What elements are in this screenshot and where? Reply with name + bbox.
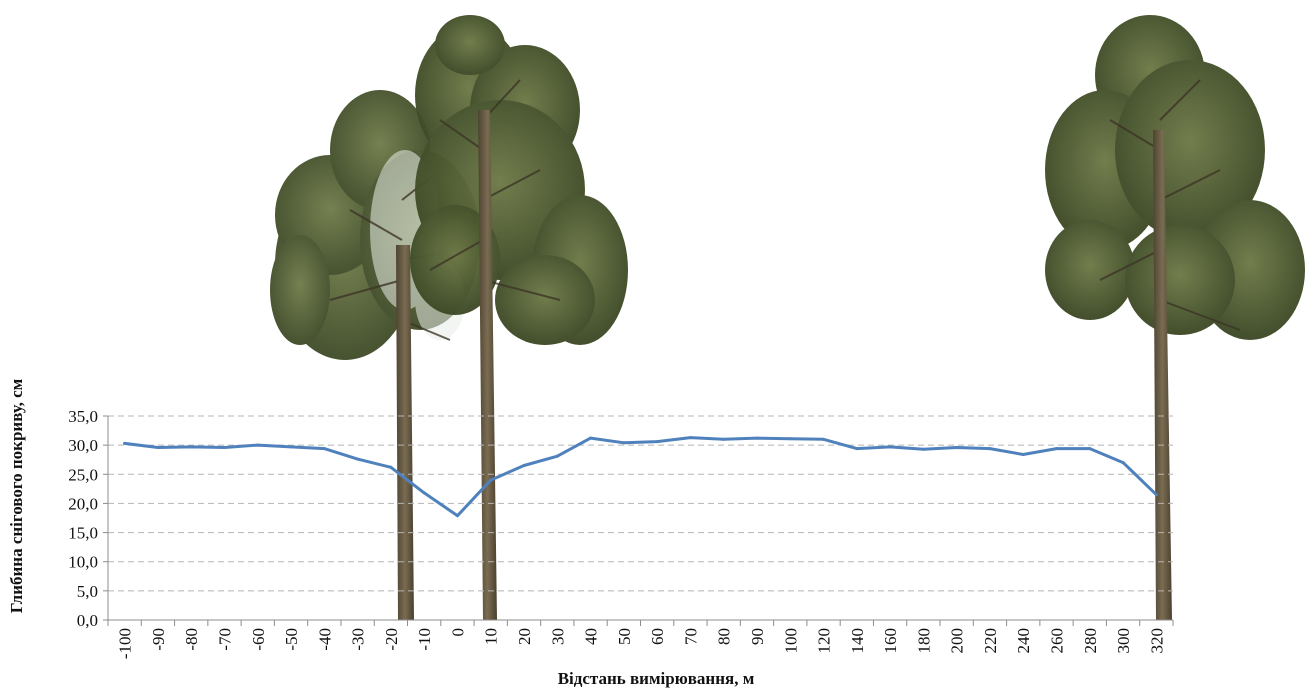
y-tick-label: 20,0 [68, 494, 98, 513]
data-point [1021, 452, 1025, 456]
y-axis-title: Глибина снігового покриву, см [7, 378, 26, 613]
x-tick-label: 20 [515, 628, 534, 645]
data-point [322, 447, 326, 451]
y-tick-label: 10,0 [68, 553, 98, 572]
x-tick-label: 80 [715, 628, 734, 645]
x-tick-label: 90 [748, 628, 767, 645]
data-point [589, 436, 593, 440]
x-tick-label: 40 [582, 628, 601, 645]
x-tick-label: -70 [215, 628, 234, 651]
y-tick-label: 5,0 [77, 582, 98, 601]
x-tick-label: -60 [249, 628, 268, 651]
data-point [189, 445, 193, 449]
data-point [256, 443, 260, 447]
x-tick-label: 300 [1114, 628, 1133, 654]
data-point [222, 445, 226, 449]
x-tick-label: -40 [315, 628, 334, 651]
x-tick-label: 260 [1048, 628, 1067, 654]
data-point [888, 445, 892, 449]
x-tick-label: 320 [1147, 628, 1166, 654]
data-point [755, 436, 759, 440]
data-point [921, 447, 925, 451]
data-point [289, 445, 293, 449]
x-tick-label: -90 [149, 628, 168, 651]
data-point [156, 445, 160, 449]
y-tick-label: 0,0 [77, 611, 98, 630]
x-tick-label: 60 [648, 628, 667, 645]
data-point [555, 454, 559, 458]
pine-tree-right-icon [1045, 15, 1305, 620]
pine-tree-illustrations [270, 15, 1305, 620]
data-point [955, 445, 959, 449]
x-axis-ticks: -100 -90 -80 -70 -60 -50 -40 -30 -20 -10 0 10 20 30 40… [107, 620, 1174, 659]
data-point [822, 437, 826, 441]
data-point [855, 447, 859, 451]
x-tick-label: 280 [1081, 628, 1100, 654]
pine-tree-center-icon [410, 15, 628, 620]
data-point [389, 465, 393, 469]
x-tick-label: 30 [548, 628, 567, 645]
x-tick-label: -20 [382, 628, 401, 651]
data-point [788, 437, 792, 441]
x-tick-label: 220 [981, 628, 1000, 654]
y-tick-label: 25,0 [68, 465, 98, 484]
x-tick-label: 180 [914, 628, 933, 654]
x-tick-label: -100 [116, 628, 135, 659]
x-axis-title: Відстань вимірювання, м [558, 669, 755, 688]
x-tick-label: 160 [881, 628, 900, 654]
data-point [1121, 461, 1125, 465]
data-point [123, 441, 127, 445]
data-point [988, 447, 992, 451]
data-point [622, 441, 626, 445]
x-tick-label: -10 [415, 628, 434, 651]
y-tick-label: 35,0 [68, 407, 98, 426]
data-point [688, 436, 692, 440]
x-tick-label: 0 [448, 628, 467, 637]
y-tick-label: 15,0 [68, 524, 98, 543]
data-point [655, 440, 659, 444]
x-tick-label: 100 [781, 628, 800, 654]
data-point [455, 514, 459, 518]
gridlines [108, 415, 1173, 592]
series-line-0 [123, 436, 1158, 518]
x-tick-label: 200 [948, 628, 967, 654]
x-tick-label: 10 [482, 628, 501, 645]
x-tick-label: 240 [1014, 628, 1033, 654]
data-point [722, 437, 726, 441]
y-tick-label: 30,0 [68, 436, 98, 455]
data-point [522, 464, 526, 468]
data-point [489, 478, 493, 482]
data-point [1088, 447, 1092, 451]
data-point [356, 457, 360, 461]
x-tick-label: 140 [848, 628, 867, 654]
data-point [422, 491, 426, 495]
series-layer [123, 436, 1158, 518]
y-axis-ticks: 0,0 5,0 10,0 15,0 20,0 25,0 30,0 35,0 [68, 407, 108, 630]
x-tick-label: 120 [815, 628, 834, 654]
x-tick-label: -50 [282, 628, 301, 651]
data-point [1154, 493, 1158, 497]
x-tick-label: 70 [681, 628, 700, 645]
x-tick-label: 50 [615, 628, 634, 645]
x-tick-label: -30 [349, 628, 368, 651]
data-point [1055, 447, 1059, 451]
x-tick-label: -80 [182, 628, 201, 651]
